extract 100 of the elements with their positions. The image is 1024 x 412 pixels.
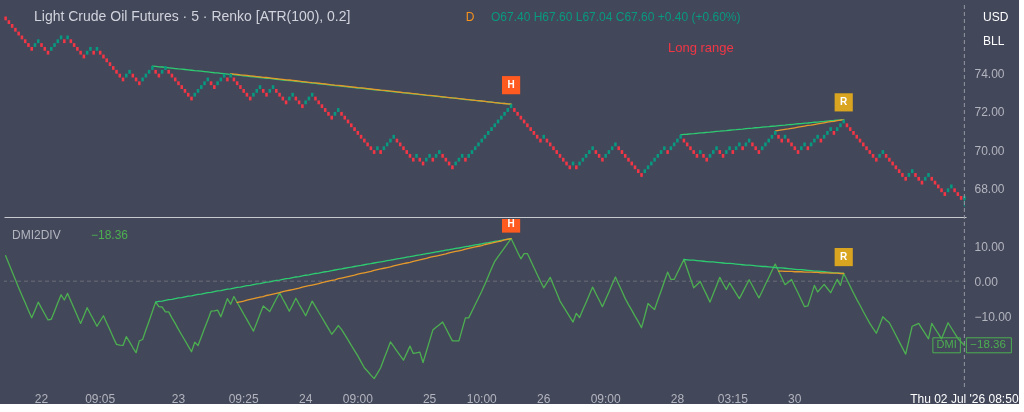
candlestick (40, 43, 43, 47)
candlestick (180, 85, 183, 89)
text: BLL (983, 34, 1005, 48)
candlestick (350, 123, 353, 128)
x-tick-label: 25 (422, 391, 437, 406)
candlestick (561, 157, 565, 162)
candlestick (526, 123, 529, 128)
candlestick (50, 46, 53, 51)
candlestick (213, 85, 216, 89)
candlestick (927, 173, 930, 177)
candlestick (575, 165, 578, 170)
candlestick (767, 138, 770, 143)
candlestick (705, 157, 709, 162)
x-tick-label: 22 (34, 391, 49, 406)
candlestick (901, 173, 904, 177)
y-tick-label: 70.00 (974, 143, 1005, 158)
candlestick (379, 150, 382, 154)
candlestick (477, 142, 480, 147)
candlestick (754, 146, 757, 151)
candlestick (454, 161, 457, 166)
candlestick (92, 50, 95, 55)
candlestick (200, 85, 203, 89)
candlestick (630, 161, 634, 166)
candlestick (314, 96, 317, 101)
candlestick (741, 146, 744, 151)
candlestick (591, 146, 594, 151)
x-tick-label: 26 (537, 391, 551, 406)
candlestick (402, 146, 405, 151)
x-tick-label: 23 (171, 391, 186, 406)
y-tick-label: 68.00 (974, 181, 1005, 196)
candlestick (816, 134, 819, 139)
candlestick (627, 157, 630, 162)
y-tick-label: 10.00 (974, 239, 1005, 254)
candlestick (950, 184, 953, 189)
y-tick-label: −10.00 (974, 309, 1012, 324)
candlestick (441, 153, 444, 158)
candlestick (14, 27, 17, 32)
data-label: R (840, 96, 849, 108)
x-tick-label: 30 (788, 391, 802, 406)
candlestick (376, 146, 379, 151)
candlestick (111, 66, 115, 70)
candlestick (216, 81, 219, 86)
candlestick (787, 138, 790, 143)
candlestick (63, 39, 66, 44)
candlestick (167, 69, 170, 74)
candlestick (555, 150, 559, 154)
annotation: Long range (668, 40, 734, 55)
candlestick (363, 138, 366, 143)
data-label: R (840, 251, 849, 263)
candlestick (79, 50, 82, 55)
candlestick (617, 146, 620, 151)
candlestick (839, 123, 842, 128)
candlestick (848, 127, 852, 132)
candlestick (304, 100, 307, 105)
candlestick (862, 142, 865, 147)
data-label: H (507, 217, 515, 229)
candlestick (773, 131, 777, 135)
candlestick (529, 127, 532, 132)
candlestick (663, 146, 666, 151)
candlestick (252, 92, 255, 97)
candlestick (327, 111, 330, 116)
candlestick (542, 134, 545, 139)
candlestick (125, 73, 128, 78)
candlestick (288, 96, 291, 101)
candlestick (738, 142, 741, 147)
candlestick (692, 150, 695, 154)
candlestick (164, 66, 167, 70)
candlestick (637, 169, 640, 174)
candlestick (239, 85, 242, 89)
candlestick (565, 161, 568, 166)
candlestick (829, 127, 832, 132)
candlestick (653, 157, 656, 162)
candlestick (366, 142, 369, 147)
legend-label: DMI (936, 338, 957, 351)
candlestick (275, 88, 278, 93)
candlestick (53, 43, 56, 47)
candlestick (76, 46, 79, 51)
candlestick (604, 153, 607, 158)
candlestick (513, 108, 516, 112)
candlestick (66, 35, 69, 40)
candlestick (679, 134, 682, 139)
candlestick (614, 142, 617, 147)
candlestick (186, 92, 190, 97)
candlestick (904, 176, 907, 181)
candlestick (826, 131, 829, 135)
y-tick-label: 74.00 (974, 67, 1005, 82)
x-tick-label: 09:00 (590, 391, 621, 406)
candlestick (467, 153, 470, 158)
x-tick-label: Thu 02 Jul '26 08:50 (910, 391, 1019, 406)
candlestick (712, 150, 715, 154)
candlestick (105, 58, 108, 63)
candlestick (226, 77, 229, 82)
candlestick (138, 81, 141, 86)
candlestick (118, 73, 122, 78)
candlestick (764, 142, 767, 147)
candlestick (43, 46, 47, 51)
annotation: D (465, 10, 475, 24)
candlestick (855, 134, 859, 139)
text: USD (983, 10, 1009, 24)
candlestick (301, 104, 304, 109)
